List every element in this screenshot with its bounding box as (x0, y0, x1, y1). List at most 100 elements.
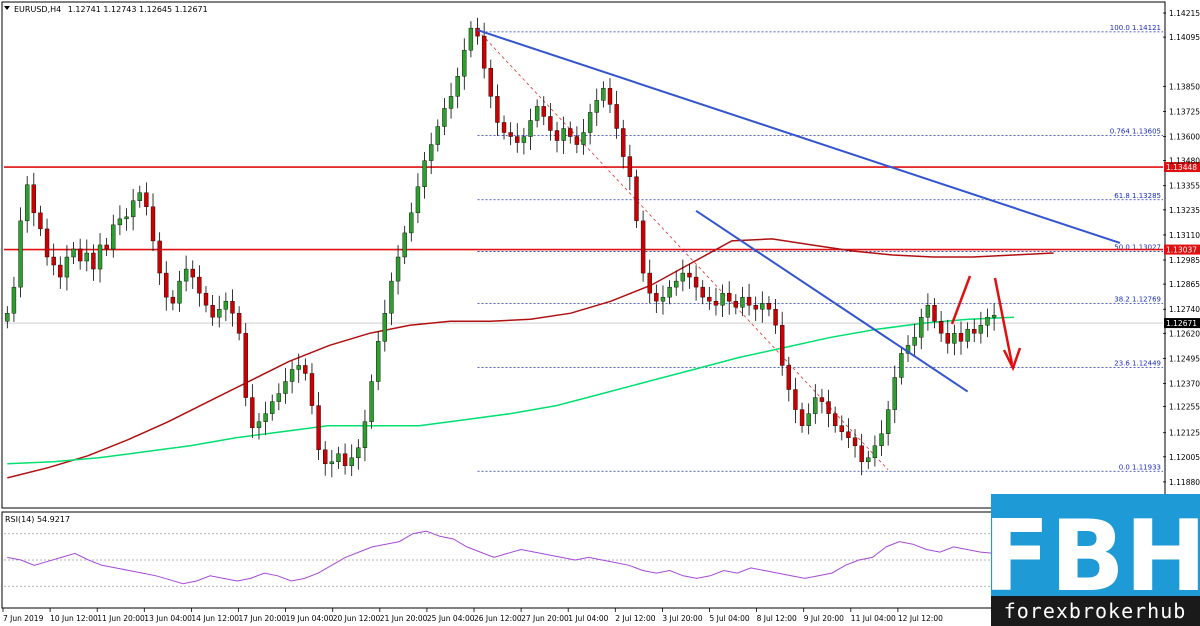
candle (170, 290, 176, 311)
candle-body (243, 333, 248, 398)
candle (44, 218, 50, 266)
candle (448, 82, 454, 119)
candle (548, 102, 553, 141)
candle-body (276, 393, 282, 402)
candle (250, 384, 255, 438)
y-tick-label: 1.13355 (1169, 182, 1200, 191)
candle (409, 202, 414, 242)
candle (587, 103, 593, 145)
x-tick-label: 25 Jun 04:00 (427, 614, 475, 623)
candle (488, 59, 493, 109)
candle (912, 323, 917, 356)
y-tick-label: 1.13725 (1169, 107, 1200, 116)
candle-body (382, 313, 388, 342)
candle (349, 444, 354, 477)
y-tick-label: 1.13850 (1169, 82, 1200, 91)
candle (674, 270, 679, 296)
candle (157, 232, 162, 285)
candle-body (766, 302, 772, 310)
candle (541, 96, 546, 126)
chart-header: EURUSD,H4 1.12741 1.12743 1.12645 1.1267… (14, 5, 208, 14)
candle (501, 115, 507, 140)
candle (846, 418, 851, 448)
candle-body (892, 377, 897, 410)
candle-body (866, 457, 871, 463)
candle (872, 435, 878, 467)
candle-body (727, 292, 732, 302)
x-tick-label: 8 Jul 12:00 (757, 614, 797, 623)
candle-body (296, 365, 301, 370)
candle-body (71, 248, 76, 258)
fib-label-0: 100.0 1.14121 (1110, 24, 1161, 32)
candle (164, 261, 169, 311)
candle (786, 356, 791, 402)
candle-body (839, 425, 844, 432)
fib-label-6: 0.0 1.11933 (1119, 463, 1161, 471)
candle-body (51, 256, 56, 266)
candle-body (137, 192, 142, 201)
candle (965, 322, 970, 349)
candle-body (925, 305, 931, 318)
candle (574, 126, 580, 154)
candle-body (872, 445, 878, 459)
candle-body (250, 397, 255, 428)
candle (296, 353, 301, 383)
candle-body (130, 200, 136, 218)
candle-body (488, 68, 493, 97)
candle (382, 299, 388, 352)
candle (746, 283, 752, 316)
candle (528, 108, 533, 150)
fib-label-1: 0.764 1.13605 (1110, 128, 1161, 136)
candle (766, 296, 772, 317)
candle (568, 121, 573, 144)
candle (71, 241, 76, 265)
candle-body (77, 248, 83, 262)
x-tick-label: 1 Jul 04:00 (568, 614, 608, 623)
candle-body (263, 413, 268, 422)
candle-body (415, 186, 421, 214)
candle (183, 255, 189, 292)
candles (5, 17, 997, 478)
candle-body (462, 49, 467, 77)
candle-body (647, 272, 652, 294)
candle (323, 441, 328, 476)
current-price-label: 1.12671 (1166, 319, 1197, 328)
candle-body (316, 405, 321, 450)
candle (700, 280, 705, 305)
horizontal-levels: 1.13448 1.13037 1.12671 (4, 162, 1200, 329)
candle-body (991, 315, 997, 318)
candle (806, 403, 811, 435)
trendline-1 (695, 209, 969, 393)
candle-body (793, 389, 798, 410)
candle-body (614, 104, 619, 129)
candle (667, 280, 672, 305)
candle-body (362, 421, 368, 448)
candle (925, 293, 931, 331)
candle (97, 233, 103, 283)
candle (554, 121, 560, 153)
candle (991, 303, 997, 331)
rsi-line (7, 530, 995, 585)
candle-body (481, 35, 487, 69)
candle (521, 127, 527, 155)
candle-body (91, 252, 96, 270)
candle-body (667, 286, 672, 298)
candle (31, 172, 36, 227)
candle-body (190, 268, 195, 278)
candle (243, 323, 248, 407)
y-tick-label: 1.13235 (1169, 206, 1200, 215)
candle-body (852, 437, 858, 446)
candle (5, 306, 10, 329)
forecast-up-line (950, 275, 972, 325)
candle (621, 119, 626, 169)
candle-body (779, 325, 785, 366)
y-tick-label: 1.12740 (1169, 305, 1200, 314)
candle-body (786, 365, 791, 390)
candle (693, 265, 699, 301)
candle (177, 270, 182, 312)
header-arrow-icon[interactable] (4, 6, 10, 10)
candle (859, 433, 864, 476)
candle (111, 214, 116, 258)
candle-body (97, 244, 103, 270)
candle (640, 210, 646, 282)
